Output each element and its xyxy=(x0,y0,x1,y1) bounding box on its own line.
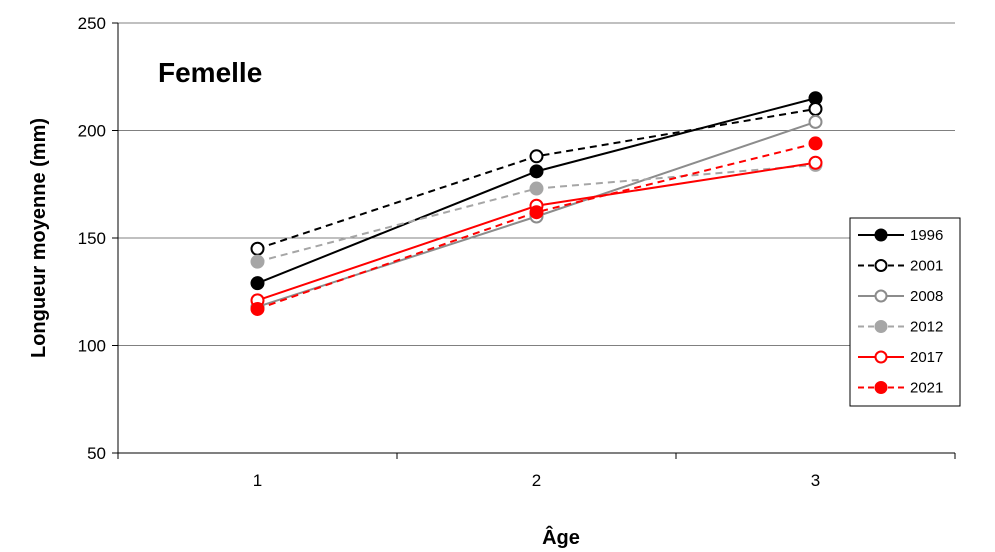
x-tick-label: 1 xyxy=(253,471,262,490)
gridlines xyxy=(118,22,955,346)
y-axis-title: Longueur moyenne (mm) xyxy=(28,118,50,358)
legend-label-2008: 2008 xyxy=(910,288,943,305)
y-tick-label: 200 xyxy=(78,122,106,141)
data-point-2021 xyxy=(529,205,544,220)
data-point-2008 xyxy=(808,114,823,129)
data-point-2017 xyxy=(808,155,823,170)
y-tick-label: 150 xyxy=(78,229,106,248)
series-line-2001 xyxy=(257,108,816,250)
legend-marker-2001 xyxy=(874,259,888,272)
legend: 1996 2001 2008 2012 2017 2021 xyxy=(849,217,961,407)
y-tick-label: 100 xyxy=(78,337,106,356)
data-point-2012 xyxy=(529,181,544,196)
x-axis-title: Âge xyxy=(542,525,580,549)
data-point-1996 xyxy=(529,164,544,179)
legend-marker-2012 xyxy=(874,320,888,333)
legend-marker-2021 xyxy=(874,381,888,394)
x-tick-label: 2 xyxy=(532,471,541,490)
legend-box xyxy=(849,217,961,407)
legend-marker-2008 xyxy=(874,289,888,303)
axes: 50 100 150 200 250 1 2 3 xyxy=(78,14,956,490)
data-point-2021 xyxy=(250,301,265,316)
chart-title: Femelle xyxy=(158,57,262,88)
y-tick-label: 250 xyxy=(78,14,106,33)
data-point-2001 xyxy=(529,149,544,164)
x-tick-label: 3 xyxy=(811,471,820,490)
legend-label-2017: 2017 xyxy=(910,349,943,366)
data-point-2021 xyxy=(808,136,823,151)
legend-label-2021: 2021 xyxy=(910,380,943,397)
data-point-2001 xyxy=(250,241,265,256)
series-line-2021 xyxy=(257,142,816,310)
legend-label-2012: 2012 xyxy=(910,319,943,336)
series-group xyxy=(250,91,823,316)
legend-label-2001: 2001 xyxy=(910,258,943,275)
data-point-2001 xyxy=(808,102,823,116)
data-point-2012 xyxy=(250,254,265,269)
legend-marker-2017 xyxy=(874,350,888,364)
y-tick-label: 50 xyxy=(87,444,106,463)
data-point-1996 xyxy=(250,276,265,291)
legend-marker-1996 xyxy=(874,228,888,242)
legend-label-1996: 1996 xyxy=(910,227,943,244)
